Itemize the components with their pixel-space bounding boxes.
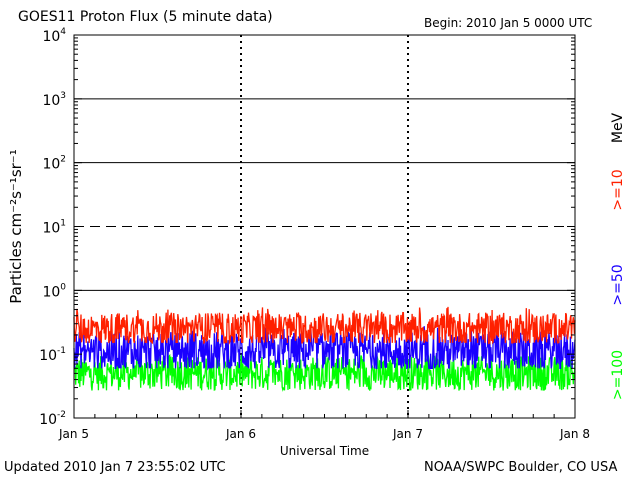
x-tick-label: Jan 6	[225, 427, 256, 441]
y-tick-label: 103	[42, 91, 66, 109]
y-tick-label: 10-2	[39, 410, 66, 428]
legend-label-50: >=50	[610, 264, 626, 305]
legend-label-100: >=100	[610, 350, 626, 400]
x-tick-label: Jan 8	[559, 427, 590, 441]
begin-time-label: Begin: 2010 Jan 5 0000 UTC	[424, 16, 593, 30]
y-tick-label: 101	[42, 219, 66, 237]
y-axis-label: Particles cm⁻²s⁻¹sr⁻¹	[7, 149, 25, 303]
y-tick-label: 102	[42, 155, 66, 173]
chart-title: GOES11 Proton Flux (5 minute data)	[18, 9, 273, 25]
y-tick-label: 100	[42, 282, 66, 300]
x-axis-label: Universal Time	[280, 444, 369, 458]
y-tick-label: 10-1	[39, 346, 66, 364]
credit-label: NOAA/SWPC Boulder, CO USA	[424, 460, 618, 475]
updated-timestamp: Updated 2010 Jan 7 23:55:02 UTC	[4, 460, 226, 475]
series-line-10	[73, 306, 576, 346]
legend-label-10: >=10	[610, 169, 626, 210]
x-tick-label: Jan 5	[58, 427, 89, 441]
series-line-50	[73, 324, 576, 371]
legend-unit-label: MeV	[610, 112, 626, 143]
y-tick-label: 104	[42, 27, 66, 45]
x-tick-label: Jan 7	[392, 427, 423, 441]
